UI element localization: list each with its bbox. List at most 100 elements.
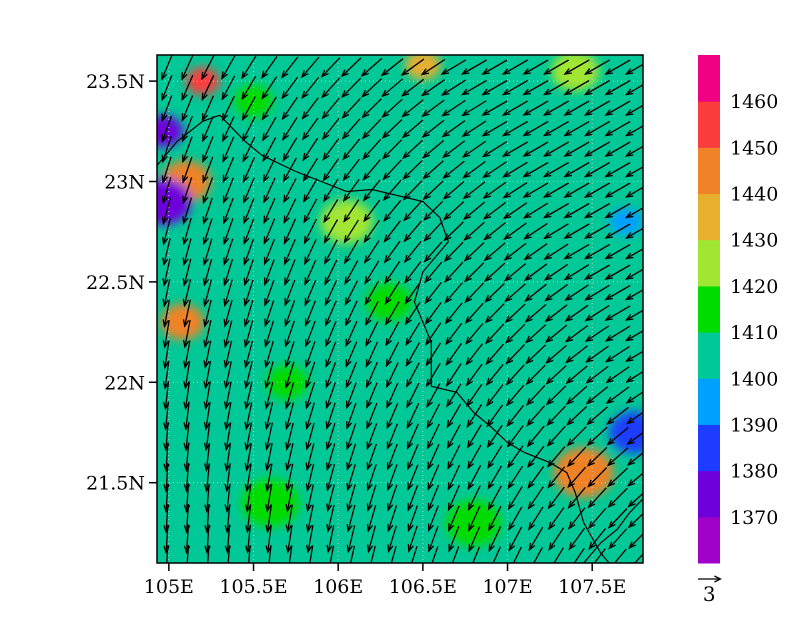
wind-vector <box>545 385 567 406</box>
wind-vector <box>181 95 194 122</box>
wind-vector <box>325 341 337 369</box>
wind-vector <box>345 382 357 410</box>
wind-vector <box>263 218 276 245</box>
wind-vector <box>182 177 193 205</box>
wind-vector <box>543 243 569 260</box>
wind-vector <box>604 182 631 198</box>
wind-vector <box>441 120 466 138</box>
wind-vector <box>321 117 340 141</box>
colorbar: 1370 1380 1390 1400 1410 1420 1430 1440 1450 1460 <box>698 55 778 564</box>
wind-vector <box>366 361 378 389</box>
wind-vector <box>244 402 253 431</box>
wind-vector <box>264 340 274 369</box>
wind-vector <box>486 404 504 428</box>
wind-vector <box>262 157 276 183</box>
wind-vector <box>583 223 610 239</box>
wind-vector <box>344 260 359 286</box>
wind-vector <box>563 141 590 157</box>
wind-vector <box>505 364 525 386</box>
wind-vector <box>402 180 423 201</box>
wind-vector <box>243 218 255 246</box>
wind-vector <box>403 240 422 264</box>
wind-vector <box>366 484 377 513</box>
wind-vector <box>366 464 377 492</box>
wind-vector <box>481 79 508 96</box>
wind-vector <box>382 139 403 160</box>
wind-vector <box>223 197 234 225</box>
wind-vector <box>221 55 236 80</box>
wind-vector <box>321 97 340 120</box>
wind-vector <box>323 198 339 224</box>
wind-vector <box>444 261 464 283</box>
wind-vector <box>604 141 631 157</box>
wind-vector <box>241 55 257 80</box>
wind-vector <box>382 159 402 181</box>
wind-vector <box>505 384 525 407</box>
wind-vector <box>425 362 441 388</box>
wind-vector <box>264 300 275 328</box>
wind-vector <box>442 180 465 200</box>
wind-vector <box>342 138 361 161</box>
wind-vector <box>482 181 507 199</box>
wind-vector <box>624 350 643 363</box>
wind-vector <box>605 345 630 363</box>
wind-vector <box>244 463 252 493</box>
colorbar-label: 1440 <box>730 184 778 206</box>
wind-vector <box>386 362 399 389</box>
contour-patch <box>366 282 412 321</box>
wind-vector <box>202 258 213 287</box>
wind-vector <box>305 504 314 534</box>
wind-vector <box>607 467 629 488</box>
wind-vector <box>542 59 569 75</box>
wind-vector <box>281 96 298 121</box>
wind-vector <box>425 322 442 346</box>
wind-vector <box>306 524 314 554</box>
wind-vector <box>407 443 419 471</box>
wind-vector <box>548 527 565 551</box>
colorbar-swatch <box>698 285 720 333</box>
wind-vector <box>462 160 486 179</box>
y-tick-label: 21.5N <box>86 473 145 495</box>
wind-vector <box>604 223 631 239</box>
wind-vector <box>285 504 293 534</box>
wind-vector <box>223 361 232 390</box>
wind-vector <box>261 96 277 121</box>
plot-area <box>157 55 643 563</box>
wind-vector <box>344 239 359 265</box>
wind-vector <box>305 443 315 472</box>
wind-vector <box>241 96 256 122</box>
wind-vector <box>182 238 192 267</box>
wind-vector <box>222 156 235 184</box>
wind-vector <box>492 546 502 563</box>
wind-vector <box>465 363 483 387</box>
wind-vector <box>346 463 356 492</box>
wind-vector <box>326 504 335 533</box>
wind-vector <box>487 445 503 470</box>
wind-vector <box>482 201 507 220</box>
wind-vector <box>606 406 629 425</box>
wind-vector <box>527 466 545 490</box>
wind-vector <box>546 405 567 427</box>
wind-vector <box>304 300 317 328</box>
wind-vector <box>223 218 234 246</box>
wind-vector <box>563 59 590 75</box>
colorbar-swatch <box>698 55 720 102</box>
wind-vector <box>322 158 339 182</box>
wind-vector <box>264 320 275 349</box>
wind-vector <box>624 186 643 198</box>
wind-vector <box>282 117 298 141</box>
wind-vector <box>610 548 627 563</box>
wind-vector <box>244 442 252 472</box>
wind-vector <box>203 381 211 411</box>
wind-vector <box>265 463 273 493</box>
wind-vector <box>385 321 400 347</box>
wind-vector <box>383 240 401 264</box>
wind-vector <box>426 423 440 450</box>
wind-vector <box>483 262 506 283</box>
wind-vector <box>305 422 315 451</box>
wind-vector <box>427 444 440 471</box>
contour-patch <box>241 478 300 527</box>
wind-vector <box>526 425 545 448</box>
wind-vector <box>508 526 523 552</box>
wind-vector <box>324 280 338 307</box>
